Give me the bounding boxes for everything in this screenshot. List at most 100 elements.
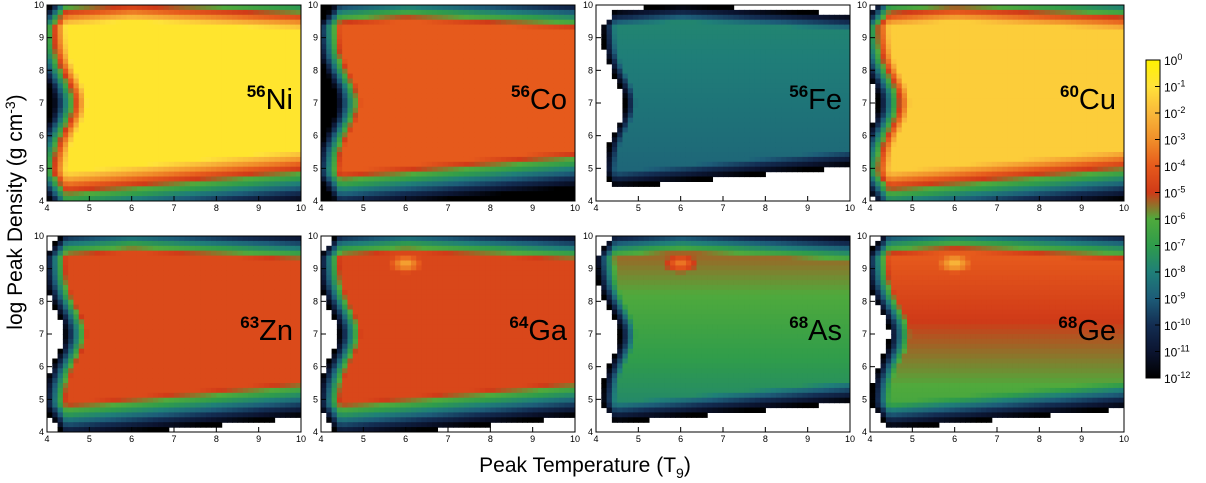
heat-cell (606, 49, 613, 55)
heat-cell (416, 68, 423, 75)
heat-cell (232, 24, 239, 31)
heat-cell (500, 147, 507, 153)
heat-cell (226, 147, 233, 153)
heat-cell (395, 24, 401, 31)
heat-cell (516, 83, 523, 89)
heat-cell (469, 112, 476, 119)
heat-cell (195, 137, 202, 143)
heat-cell (701, 39, 708, 45)
heat-cell (147, 171, 154, 178)
heat-cell (237, 152, 244, 158)
heat-cell (358, 68, 364, 75)
heat-cell (442, 191, 449, 197)
heat-cell (253, 9, 260, 16)
heat-cell (242, 93, 249, 99)
heat-cell (500, 156, 507, 163)
heat-cell (347, 196, 354, 201)
heat-cell (490, 166, 497, 173)
heat-cell (733, 171, 740, 178)
heat-cell (532, 44, 539, 50)
heat-cell (495, 147, 502, 153)
heat-cell (606, 34, 613, 40)
heat-cell (115, 152, 122, 158)
heat-cell (68, 98, 75, 104)
heat-cell (569, 186, 575, 192)
heat-cell (617, 73, 624, 80)
heat-cell (248, 24, 254, 31)
heat-cell (495, 98, 502, 104)
heat-cell (78, 137, 85, 143)
heat-cell (237, 171, 244, 178)
heat-cell (195, 24, 202, 31)
heat-cell (485, 161, 491, 168)
heat-cell (253, 54, 260, 60)
heat-cell (421, 14, 428, 21)
heat-cell (765, 166, 772, 173)
heat-cell (522, 112, 528, 119)
heat-cell (463, 132, 470, 138)
heat-cell (237, 68, 244, 75)
heat-cell (728, 63, 735, 70)
heat-cell (522, 34, 528, 40)
heat-cell (564, 196, 571, 201)
heat-cell (701, 147, 708, 153)
heat-cell (99, 29, 106, 35)
heat-cell (701, 122, 708, 129)
heat-cell (321, 58, 327, 65)
heat-cell (258, 191, 265, 197)
heat-cell (285, 78, 292, 84)
heat-cell (548, 142, 555, 148)
heat-cell (285, 156, 292, 163)
heat-cell (258, 63, 265, 70)
heat-cell (495, 152, 502, 158)
heat-cell (490, 44, 497, 50)
heat-cell (68, 88, 75, 94)
heat-cell (680, 9, 687, 16)
heat-cell (564, 88, 571, 94)
heat-cell (463, 137, 470, 143)
heat-cell (147, 137, 154, 143)
heat-cell (707, 103, 714, 109)
heat-cell (654, 5, 661, 11)
heat-cell (57, 29, 64, 35)
heat-cell (617, 54, 624, 60)
heat-cell (712, 93, 719, 99)
heat-cell (733, 68, 740, 75)
heat-cell (269, 132, 276, 138)
heat-cell (426, 39, 433, 45)
heat-cell (421, 44, 428, 50)
heat-cell (237, 196, 244, 201)
heat-cell (490, 14, 497, 21)
heat-cell (105, 186, 112, 192)
heat-cell (131, 196, 138, 201)
heat-cell (749, 68, 756, 75)
heat-cell (237, 186, 244, 192)
heat-cell (110, 88, 117, 94)
heat-cell (495, 34, 502, 40)
heat-cell (654, 147, 661, 153)
heat-cell (290, 49, 297, 55)
heat-cell (358, 34, 364, 40)
heat-cell (633, 98, 639, 104)
heat-cell (463, 68, 470, 75)
heat-cell (373, 152, 380, 158)
heat-cell (347, 191, 354, 197)
heat-cell (707, 39, 714, 45)
heat-cell (426, 29, 433, 35)
heat-cell (84, 196, 90, 201)
heat-cell (373, 107, 380, 114)
heat-cell (463, 14, 470, 21)
heat-cell (384, 14, 391, 21)
heat-cell (142, 14, 149, 21)
heat-cell (442, 19, 449, 26)
heat-cell (126, 24, 133, 31)
heat-cell (78, 5, 85, 11)
heat-cell (469, 152, 476, 158)
heat-cell (648, 93, 655, 99)
heat-cell (195, 73, 202, 80)
heat-cell (195, 39, 202, 45)
heat-cell (368, 9, 375, 16)
heat-cell (691, 9, 698, 16)
heat-cell (543, 127, 550, 133)
heat-cell (211, 24, 217, 31)
